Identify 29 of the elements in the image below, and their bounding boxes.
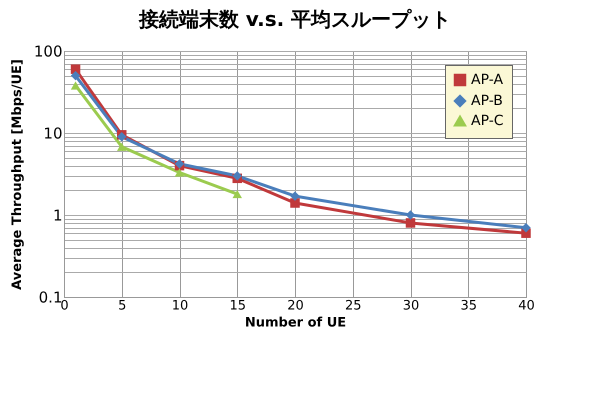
x-tick-label: 10 bbox=[172, 298, 188, 314]
x-tick-label: 40 bbox=[518, 298, 535, 314]
point bbox=[406, 210, 416, 220]
y-axis-title: Average Throughput [Mbps/UE] bbox=[10, 59, 25, 290]
point bbox=[174, 168, 184, 177]
point bbox=[70, 81, 80, 90]
x-axis-title: Number of UE bbox=[244, 316, 346, 330]
point bbox=[232, 190, 242, 198]
point bbox=[290, 191, 300, 201]
legend-label: AP-A bbox=[471, 72, 504, 88]
x-tick-label: 35 bbox=[460, 298, 478, 314]
x-tick-label: 15 bbox=[229, 298, 246, 314]
y-tick-label: 0.1 bbox=[38, 288, 62, 306]
point bbox=[406, 218, 416, 228]
x-tick-label: 20 bbox=[287, 298, 304, 314]
x-tick-label: 25 bbox=[344, 298, 362, 314]
point bbox=[521, 222, 531, 232]
y-tick-label: 10 bbox=[43, 124, 62, 142]
y-tick-label: 1 bbox=[52, 206, 62, 224]
legend-label: AP-C bbox=[471, 113, 504, 129]
y-tick-label: 100 bbox=[34, 42, 62, 60]
x-tick-label: 0 bbox=[60, 298, 69, 314]
chart-title: 接続端末数 v.s. 平均スループット bbox=[138, 7, 452, 31]
x-tick-label: 5 bbox=[118, 298, 126, 314]
legend-label: AP-B bbox=[471, 93, 503, 109]
point bbox=[117, 142, 126, 151]
x-tick-label: 30 bbox=[402, 298, 420, 314]
point bbox=[70, 70, 80, 80]
point bbox=[232, 171, 242, 181]
